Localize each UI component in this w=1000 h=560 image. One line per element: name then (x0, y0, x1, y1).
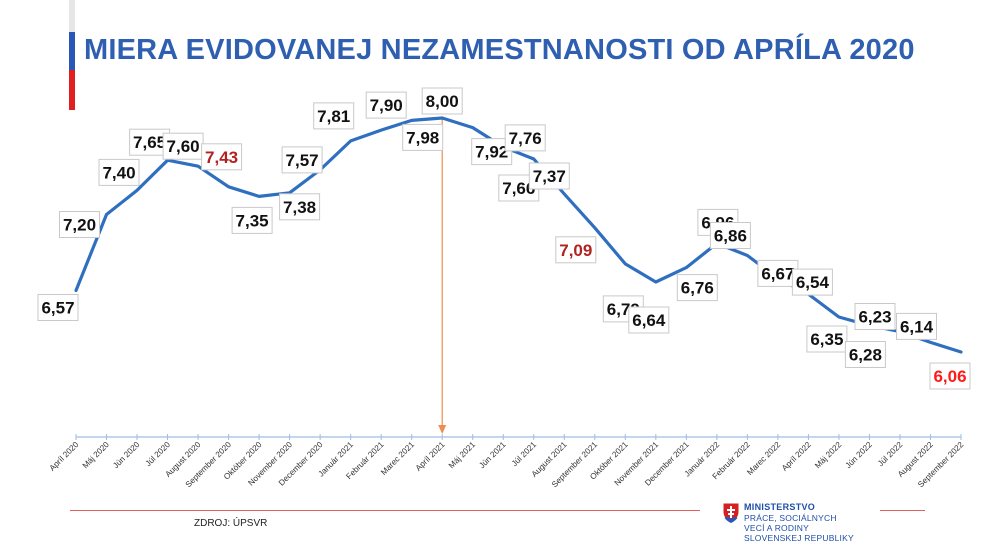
x-tick-label: Apríl 2021 (414, 440, 447, 473)
data-label: 7,09 (559, 241, 592, 260)
data-label-box (59, 211, 100, 238)
data-label-box (365, 91, 407, 119)
x-tick-label: Júl 2020 (144, 440, 173, 469)
ministry-line-2: VECÍ A RODINY (744, 523, 809, 533)
data-label-box (844, 341, 886, 368)
x-tick-label: Apríl 2020 (48, 440, 81, 473)
data-label-box (162, 132, 204, 160)
x-tick-label: Máj 2022 (813, 440, 843, 470)
ministry-name: MINISTERSTVO (744, 502, 816, 512)
data-label-box (421, 87, 463, 115)
data-label: 7,60 (167, 137, 200, 156)
flag-stripe-red (69, 70, 75, 110)
data-label: 7,65 (133, 133, 166, 152)
data-label-box (37, 294, 79, 321)
x-tick-label: Marec 2021 (379, 440, 416, 477)
data-label: 7,57 (286, 151, 319, 170)
x-tick-label: Máj 2020 (81, 440, 111, 470)
data-label: 6,23 (858, 308, 891, 327)
x-tick-label: Marec 2022 (745, 440, 782, 477)
ministry-line-3: SLOVENSKEJ REPUBLIKY (744, 533, 854, 543)
data-label: 7,98 (406, 128, 439, 147)
x-tick-label: Jún 2022 (844, 440, 875, 471)
data-label-box (279, 193, 321, 221)
footer-rule-right (880, 510, 925, 511)
data-label: 6,57 (41, 299, 74, 318)
data-label-box (201, 143, 243, 171)
data-label: 8,00 (426, 92, 459, 111)
data-label-box (528, 162, 570, 190)
data-label-box (281, 146, 323, 174)
x-tick-label: Jún 2020 (111, 440, 142, 471)
data-label-box (628, 306, 670, 334)
data-label-box (402, 123, 444, 151)
data-label-box (231, 206, 273, 234)
data-label: 7,37 (533, 167, 566, 186)
data-label: 6,64 (632, 311, 666, 330)
data-labels: 6,57 7,20 7,40 7,65 7,60 7,43 7,35 7,38 7,57 7,81… (37, 87, 971, 390)
data-label: 6,06 (933, 367, 966, 386)
data-label: 7,90 (370, 96, 403, 115)
data-label-box (854, 303, 896, 330)
data-label: 7,92 (475, 143, 508, 162)
data-label: 7,76 (509, 129, 542, 148)
data-label: 7,81 (317, 107, 350, 126)
data-label-box (709, 222, 751, 249)
data-label-box (98, 158, 140, 186)
coat-of-arms-icon (722, 502, 740, 524)
data-label: 6,86 (714, 227, 747, 246)
line-chart: Apríl 2020 Máj 2020 Jún 2020 Júl 2020August… (37, 87, 971, 489)
x-tick-label: Júl 2022 (876, 440, 905, 469)
series-line (74, 116, 963, 354)
ministry-logo: MINISTERSTVO PRÁCE, SOCIÁLNYCH VECÍ A RO… (722, 502, 872, 550)
x-tick-label: Jún 2021 (477, 440, 508, 471)
x-tick-label: Apríl 2022 (780, 440, 813, 473)
source-note: ZDROJ: ÚPSVR (194, 518, 268, 529)
ministry-line-1: PRÁCE, SOCIÁLNYCH (744, 513, 837, 523)
data-label-box (791, 268, 833, 296)
flag-stripe-white (69, 0, 75, 32)
data-label-box (504, 124, 546, 152)
chart-title: MIERA EVIDOVANEJ NEZAMESTNANOSTI OD APRÍ… (84, 34, 915, 66)
data-label: 7,66 (502, 179, 535, 198)
data-label: 6,54 (796, 273, 830, 292)
x-tick-label: Máj 2021 (447, 440, 477, 470)
data-label: 7,43 (205, 148, 238, 167)
data-label-box (896, 312, 937, 340)
flag-stripe-blue (69, 32, 75, 70)
data-label-box (313, 102, 355, 130)
data-label-box (555, 236, 597, 264)
footer-rule-left (70, 510, 700, 511)
data-label: 7,40 (102, 163, 135, 182)
data-label-box (806, 325, 848, 353)
data-label: 6,35 (810, 330, 843, 349)
data-label: 6,76 (681, 279, 714, 298)
data-label-box (929, 362, 971, 390)
data-label: 6,67 (761, 264, 794, 283)
data-label: 6,28 (849, 346, 882, 365)
data-label: 7,38 (283, 198, 316, 217)
data-label-box (757, 259, 799, 287)
marker-arrowhead (438, 425, 447, 434)
data-label: 7,20 (63, 216, 96, 235)
data-label: 7,35 (236, 211, 269, 230)
data-label: 6,14 (900, 317, 934, 336)
x-tick-label: Júl 2021 (510, 440, 539, 469)
data-label-box (676, 274, 718, 302)
